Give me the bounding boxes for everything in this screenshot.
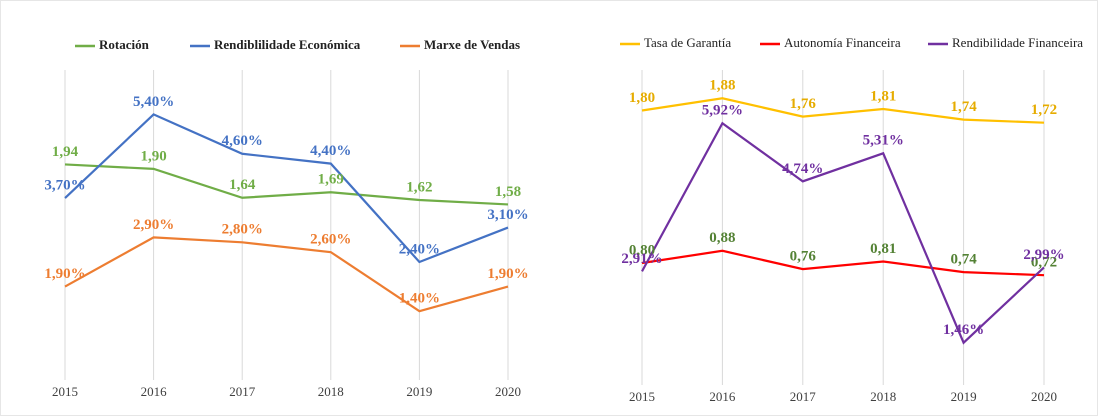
- data-label: 1,40%: [399, 291, 440, 307]
- x-tick-label: 2015: [629, 389, 655, 404]
- legend-label: Tasa de Garantía: [644, 35, 731, 50]
- legend-label: Rendibilidade Financeira: [952, 35, 1083, 50]
- x-tick-label: 2020: [1031, 389, 1057, 404]
- x-tick-label: 2017: [229, 384, 256, 399]
- data-label: 5,40%: [133, 94, 174, 110]
- data-label: 0,76: [790, 249, 817, 265]
- data-label: 1,69: [318, 172, 344, 188]
- x-tick-label: 2018: [870, 389, 896, 404]
- data-label: 0,88: [709, 230, 735, 246]
- data-label: 1,74: [950, 99, 977, 115]
- data-label: 1,81: [870, 88, 896, 104]
- x-tick-label: 2015: [52, 384, 78, 399]
- x-tick-label: 2016: [141, 384, 168, 399]
- data-label: 0,72: [1031, 255, 1057, 271]
- x-tick-label: 2020: [495, 384, 521, 399]
- data-label: 4,74%: [782, 161, 823, 177]
- x-tick-label: 2019: [406, 384, 432, 399]
- data-label: 2,60%: [310, 232, 351, 248]
- data-label: 1,62: [406, 179, 432, 195]
- data-label: 1,88: [709, 78, 735, 94]
- data-label: 0,80: [629, 242, 655, 258]
- x-tick-label: 2018: [318, 384, 344, 399]
- data-label: 1,46%: [943, 322, 984, 338]
- series-line: [64, 163, 509, 206]
- data-label: 1,72: [1031, 102, 1057, 118]
- data-label: 2,91%: [621, 251, 662, 267]
- x-tick-label: 2016: [709, 389, 736, 404]
- x-tick-label: 2017: [790, 389, 817, 404]
- data-label: 0,74: [950, 252, 977, 268]
- legend-label: Marxe de Vendas: [424, 37, 520, 52]
- data-label: 4,40%: [310, 143, 351, 159]
- data-label: 1,58: [495, 184, 521, 200]
- series-line: [64, 113, 509, 264]
- data-label: 1,64: [229, 177, 256, 193]
- data-label: 0,81: [870, 241, 896, 257]
- data-label: 5,31%: [863, 133, 904, 149]
- series-line: [641, 97, 1045, 124]
- data-label: 4,60%: [222, 133, 263, 149]
- series-line: [64, 236, 509, 313]
- x-tick-label: 2019: [951, 389, 977, 404]
- data-label: 2,99%: [1023, 247, 1064, 263]
- data-label: 1,90: [140, 148, 166, 164]
- series-line: [641, 121, 1045, 345]
- data-label: 1,76: [790, 96, 817, 112]
- data-label: 5,92%: [702, 103, 743, 119]
- legend-label: Rotación: [99, 37, 150, 52]
- legend-label: Autonomía Financeira: [784, 35, 901, 50]
- series-line: [641, 249, 1045, 277]
- data-label: 2,90%: [133, 217, 174, 233]
- legend-label: Rendiblilidade Económica: [214, 37, 361, 52]
- data-label: 2,40%: [399, 241, 440, 257]
- data-label: 2,80%: [222, 222, 263, 238]
- data-label: 1,94: [52, 144, 79, 160]
- data-label: 3,70%: [44, 177, 85, 193]
- data-label: 1,90%: [487, 266, 528, 282]
- data-label: 3,10%: [487, 207, 528, 223]
- data-label: 1,80: [629, 90, 655, 106]
- data-label: 1,90%: [44, 266, 85, 282]
